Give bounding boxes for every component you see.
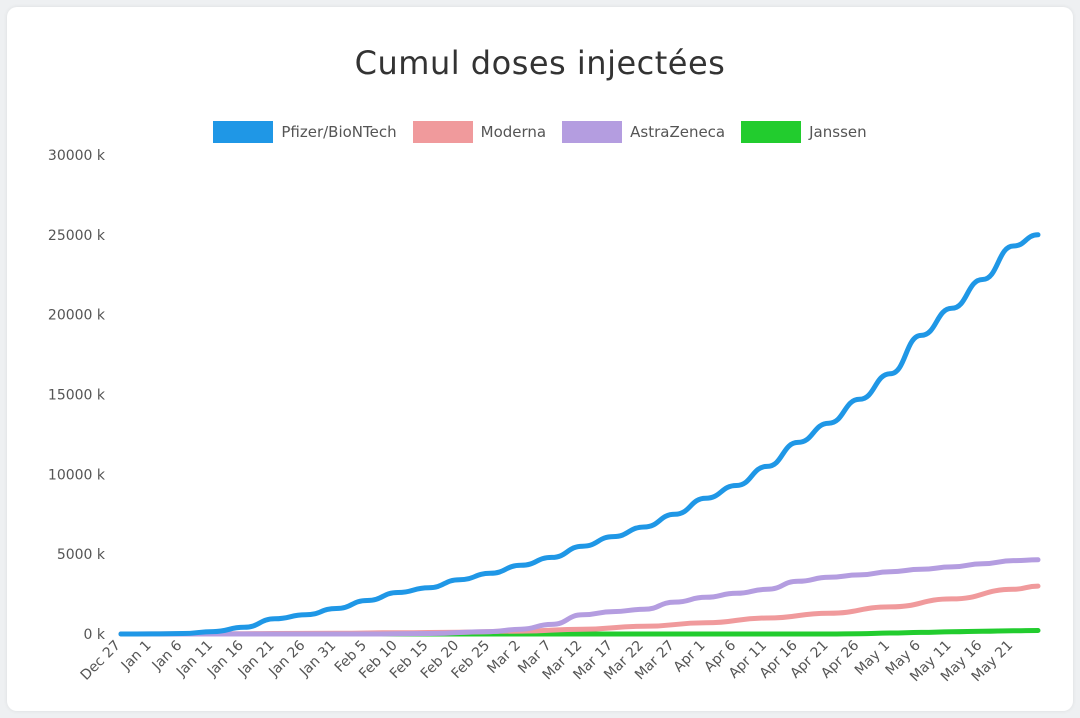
y-tick-label: 15000 k bbox=[48, 388, 106, 404]
y-tick-label: 25000 k bbox=[48, 228, 106, 244]
legend: Pfizer/BioNTech Moderna AstraZeneca Jans… bbox=[0, 121, 1080, 143]
legend-item-astrazeneca[interactable]: AstraZeneca bbox=[562, 121, 725, 143]
legend-label-janssen: Janssen bbox=[809, 123, 867, 141]
x-tick-label: Mar 2 bbox=[484, 638, 523, 677]
y-tick-label: 5000 k bbox=[57, 547, 106, 563]
y-tick-label: 10000 k bbox=[48, 467, 106, 483]
legend-swatch-pfizer bbox=[213, 121, 274, 143]
legend-item-moderna[interactable]: Moderna bbox=[412, 121, 547, 143]
legend-item-janssen[interactable]: Janssen bbox=[741, 121, 867, 143]
x-tick-label: Dec 27 bbox=[78, 638, 124, 684]
series-line-pfizer-biontech[interactable] bbox=[118, 232, 1041, 637]
y-tick-label: 20000 k bbox=[48, 308, 106, 324]
legend-label-pfizer: Pfizer/BioNTech bbox=[281, 123, 397, 141]
series-line-moderna[interactable] bbox=[118, 583, 1041, 637]
y-axis: 30000 k 25000 k 20000 k 15000 k 10000 k 5000 … bbox=[48, 148, 106, 643]
series-line-astrazeneca[interactable] bbox=[118, 557, 1041, 637]
legend-item-pfizer[interactable]: Pfizer/BioNTech bbox=[213, 121, 397, 143]
series-line-janssen[interactable] bbox=[118, 628, 1041, 637]
legend-label-astrazeneca: AstraZeneca bbox=[630, 123, 726, 141]
chart-title: Cumul doses injectées bbox=[354, 44, 726, 82]
chart-card bbox=[7, 7, 1073, 711]
legend-swatch-moderna bbox=[412, 121, 473, 143]
x-tick-label: Apr 1 bbox=[671, 638, 709, 676]
x-tick-label: Jan 1 bbox=[118, 638, 155, 675]
y-tick-label: 30000 k bbox=[48, 148, 106, 164]
y-tick-label: 0 k bbox=[84, 627, 106, 643]
legend-swatch-janssen bbox=[741, 121, 802, 143]
legend-swatch-astrazeneca bbox=[562, 121, 623, 143]
legend-label-moderna: Moderna bbox=[480, 123, 547, 141]
series-lines bbox=[118, 232, 1041, 637]
